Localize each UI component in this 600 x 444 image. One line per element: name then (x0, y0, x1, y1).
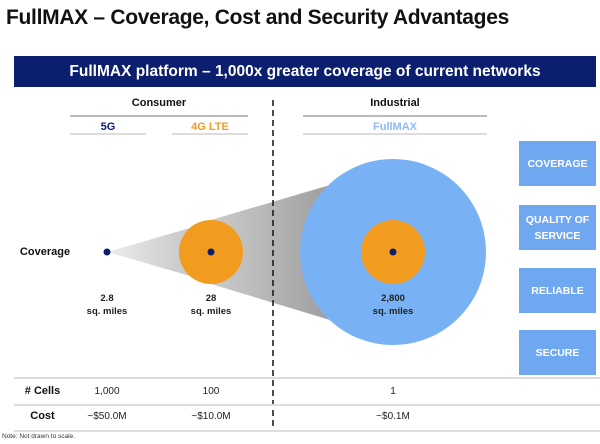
group-consumer: Consumer (131, 97, 187, 109)
coverage-unit: sq. miles (372, 306, 414, 317)
column-5g: 5G (100, 121, 116, 133)
divider (70, 133, 146, 135)
divider (172, 133, 248, 135)
divider (14, 430, 600, 432)
coverage-value: 28 (205, 293, 217, 304)
cost-4g: ~$10.0M (191, 411, 231, 422)
page-title: FullMAX – Coverage, Cost and Security Ad… (6, 6, 509, 29)
divider (14, 377, 600, 379)
divider (14, 404, 600, 406)
feature-secure: SECURE (519, 330, 596, 375)
cost-5g: ~$50.0M (87, 411, 127, 422)
fullmax-dot (389, 248, 397, 256)
cone-4g-to-fullmax (211, 185, 330, 320)
row-label-cost: Cost (30, 410, 55, 422)
cells-fullmax: 1 (390, 386, 396, 397)
5g-dot (103, 248, 111, 256)
row-label-coverage: Coverage (19, 246, 71, 258)
column-fullmax: FullMAX (373, 121, 417, 133)
divider (303, 133, 487, 135)
coverage-5g: 2.8 sq. miles (72, 292, 142, 318)
footnote: Note: Not drawn to scale. (2, 433, 75, 440)
cells-5g: 1,000 (94, 386, 120, 397)
coverage-value: 2.8 (100, 293, 114, 304)
coverage-fullmax: 2,800 sq. miles (358, 292, 428, 318)
coverage-value: 2,800 (381, 293, 405, 304)
feature-reliable: RELIABLE (519, 268, 596, 313)
coverage-unit: sq. miles (86, 306, 128, 317)
banner: FullMAX platform – 1,000x greater covera… (14, 56, 596, 87)
divider (303, 115, 487, 117)
divider (70, 115, 248, 117)
row-label-cells: # Cells (24, 385, 61, 397)
feature-quality-of-service: QUALITY OF SERVICE (519, 205, 596, 250)
group-industrial: Industrial (370, 97, 420, 109)
coverage-4g: 28 sq. miles (176, 292, 246, 318)
coverage-unit: sq. miles (190, 306, 232, 317)
column-4g-lte: 4G LTE (191, 121, 229, 133)
cells-4g: 100 (202, 386, 220, 397)
cost-fullmax: ~$0.1M (376, 411, 410, 422)
feature-coverage: COVERAGE (519, 141, 596, 186)
4g-dot (207, 248, 215, 256)
